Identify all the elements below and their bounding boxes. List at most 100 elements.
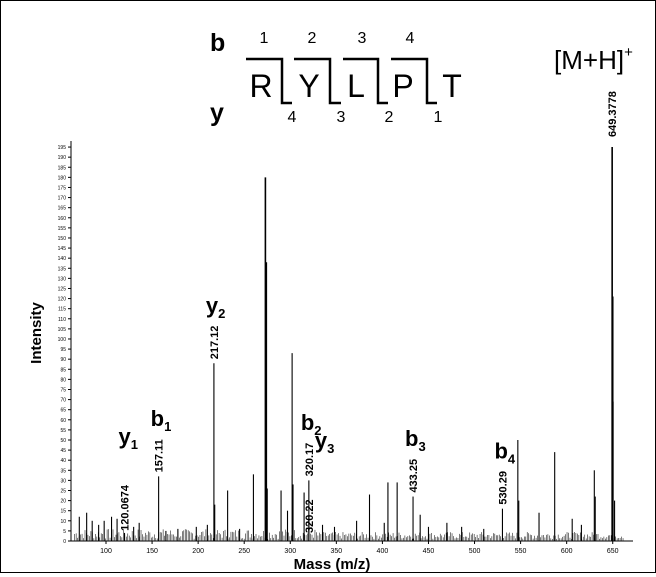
peak-mz-label: 157.11 (154, 439, 166, 472)
x-tick-label: 200 (192, 548, 204, 555)
y-tick-label: 170 (58, 196, 67, 202)
ion-subscript: 1 (164, 419, 171, 434)
y-tick-label: 135 (58, 266, 67, 272)
y-tick-label: 45 (60, 448, 66, 454)
ion-letter: y (315, 428, 328, 453)
x-tick-label: 400 (377, 548, 389, 555)
y-tick-label: 150 (58, 236, 67, 242)
residue-2: Y (298, 68, 319, 104)
x-axis-ticks: 100 150 200 250 300 350 400 450 500 550 600 650 (100, 541, 619, 555)
ion-label-y3: y3 (315, 428, 334, 456)
precursor-ion-label: [M+H]+ (554, 44, 633, 75)
ion-subscript: 3 (418, 439, 425, 454)
y-tick-label: 25 (60, 488, 66, 494)
residue-1: R (249, 68, 272, 104)
precursor-charge: + (624, 44, 633, 61)
y-tick-label: 185 (58, 165, 67, 171)
y-tick-label: 85 (60, 367, 66, 373)
ion-letter: b (151, 406, 164, 431)
ion-subscript: 1 (131, 437, 138, 452)
y-ion-series-label: y (210, 99, 224, 127)
x-tick-label: 300 (284, 548, 296, 555)
ion-letter: b (405, 426, 418, 451)
y-tick-label: 65 (60, 408, 66, 414)
ion-letter: y (118, 424, 131, 449)
y-tick-label: 70 (60, 398, 66, 404)
y-tick-label: 75 (60, 387, 66, 393)
sequence-diagram: b y R Y L P T 1 2 3 4 4 3 2 1 (210, 29, 462, 127)
ion-label-y2: y2 (206, 293, 225, 321)
y-tick-label: 195 (58, 145, 67, 151)
cleavage-bracket-4 (391, 57, 437, 105)
y-tick-label: 30 (60, 478, 66, 484)
ion-label-b3: b3 (405, 426, 426, 454)
y-number-4: 4 (288, 109, 297, 126)
x-tick-label: 250 (238, 548, 250, 555)
cleavage-bracket-2 (294, 57, 341, 105)
y-tick-label: 110 (58, 317, 66, 323)
x-tick-label: 500 (469, 548, 481, 555)
y-tick-label: 15 (60, 509, 66, 515)
ion-letter: b (494, 438, 507, 463)
ion-subscript: 3 (327, 441, 334, 456)
y-tick-label: 160 (58, 216, 67, 222)
y-tick-label: 0 (63, 539, 66, 545)
peak-mz-label: 217.12 (209, 326, 221, 360)
y-tick-label: 140 (58, 256, 67, 262)
y-tick-label: 125 (58, 286, 67, 292)
y-tick-label: 175 (58, 185, 67, 191)
y-tick-label: 105 (58, 327, 67, 333)
cleavage-bracket-3 (343, 57, 388, 105)
x-tick-label: 150 (146, 548, 158, 555)
y-tick-label: 180 (58, 175, 67, 181)
y-tick-label: 55 (60, 428, 66, 434)
cleavage-bracket-1 (246, 57, 292, 105)
peak-mz-label: 649.3778 (607, 91, 619, 137)
y-tick-label: 40 (60, 458, 66, 464)
b-ion-series-label: b (210, 29, 225, 57)
peak-mz-label: 320.17 (304, 443, 316, 477)
y-tick-label: 80 (60, 377, 66, 383)
y-tick-label: 20 (60, 499, 66, 505)
peak-mz-label: 530.29 (497, 471, 509, 505)
ion-subscript: 2 (218, 306, 225, 321)
ion-label-y1: y1 (118, 424, 137, 452)
y-tick-label: 130 (58, 276, 67, 282)
peak-mz-label: 120.0674 (119, 484, 131, 531)
residue-3: L (347, 68, 365, 104)
peak-mz-label: 320.22 (304, 499, 316, 533)
x-tick-label: 650 (607, 548, 619, 555)
y-tick-label: 100 (58, 337, 67, 343)
y-axis-ticks: 0 5 10 15 20 25 30 35 40 45 50 55 60 65 70 75 80 85 90 95 10… (58, 145, 71, 545)
ion-subscript: 2 (314, 423, 321, 438)
peak-mz-label: 433.25 (408, 459, 420, 493)
spectrum-peaks (74, 147, 624, 541)
y-tick-label: 5 (63, 529, 66, 535)
y-tick-label: 115 (58, 307, 66, 313)
y-tick-label: 190 (58, 155, 67, 161)
x-tick-label: 600 (561, 548, 573, 555)
y-tick-label: 145 (58, 246, 67, 252)
ion-label-b4: b4 (494, 438, 515, 466)
ion-label-b2: b2 (301, 410, 322, 438)
y-axis-label: Intensity (28, 302, 45, 364)
b-number-1: 1 (260, 30, 269, 47)
y-number-2: 2 (385, 109, 394, 126)
y-tick-label: 120 (58, 297, 67, 303)
ion-label-b1: b1 (151, 406, 172, 434)
x-tick-label: 550 (515, 548, 527, 555)
x-tick-label: 100 (100, 548, 112, 555)
residue-5: T (442, 68, 462, 104)
precursor-ion-text: [M+H] (554, 45, 624, 75)
y-tick-label: 60 (60, 418, 66, 424)
y-tick-label: 35 (60, 468, 66, 474)
y-tick-label: 165 (58, 206, 67, 212)
ion-subscript: 4 (508, 451, 516, 466)
b-number-4: 4 (406, 30, 415, 47)
x-axis-label: Mass (m/z) (294, 556, 371, 572)
y-tick-label: 95 (60, 347, 66, 353)
residue-4: P (392, 68, 413, 104)
y-tick-label: 90 (60, 357, 66, 363)
